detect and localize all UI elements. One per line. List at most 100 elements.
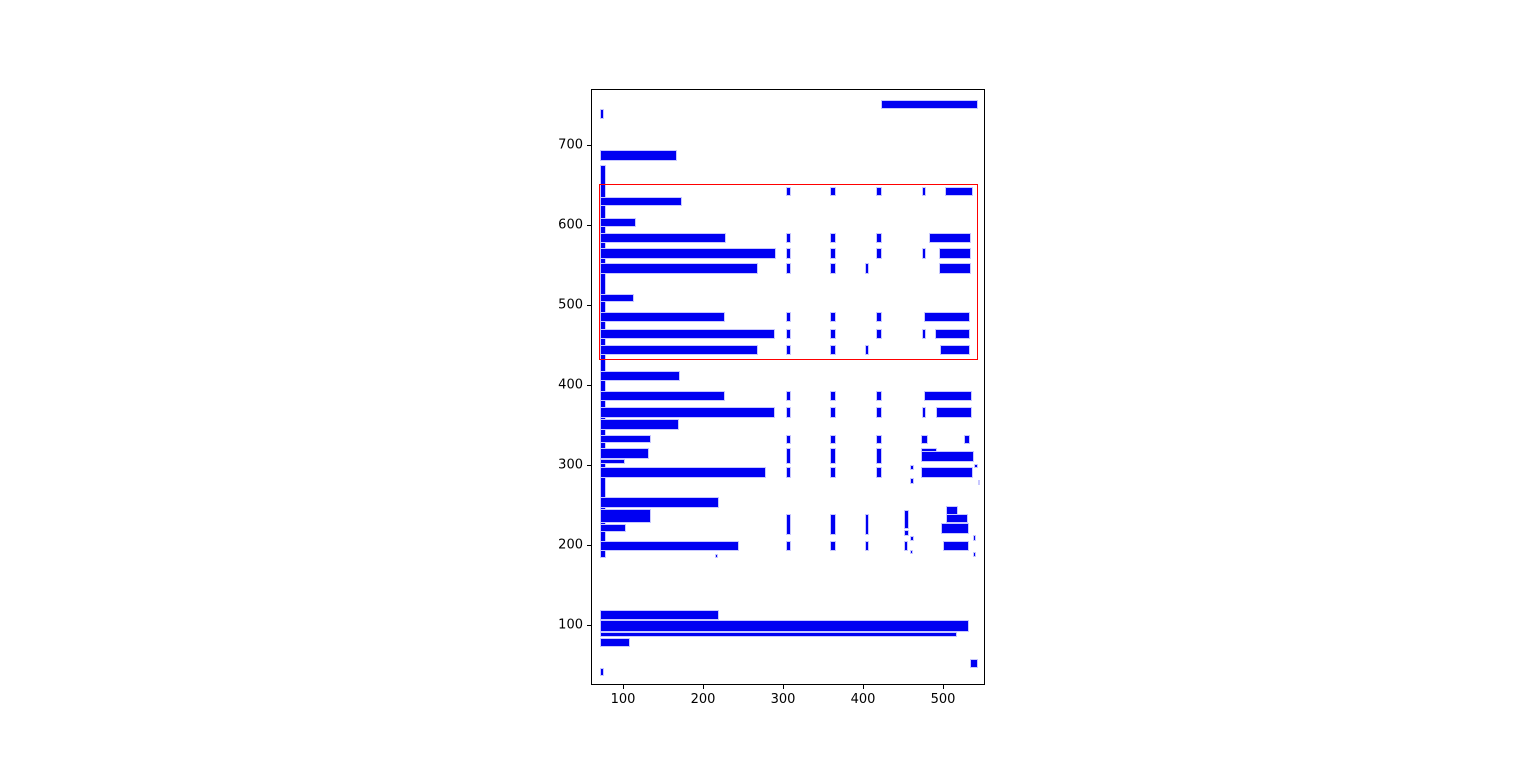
x-axis-tick-label: 300 bbox=[770, 692, 796, 707]
word-bounding-box bbox=[977, 480, 981, 485]
word-bounding-box bbox=[785, 232, 792, 243]
word-bounding-box bbox=[785, 448, 792, 465]
word-bounding-box bbox=[920, 451, 974, 463]
word-bounding-box bbox=[785, 262, 792, 275]
x-axis-tick-mark bbox=[943, 685, 944, 689]
word-bounding-box bbox=[904, 540, 909, 551]
word-bounding-box bbox=[600, 294, 634, 303]
word-bounding-box bbox=[876, 448, 882, 465]
word-bounding-box bbox=[600, 638, 630, 647]
word-bounding-box bbox=[600, 262, 758, 275]
word-bounding-box bbox=[910, 464, 914, 471]
word-bounding-box bbox=[600, 232, 726, 243]
word-bounding-box bbox=[785, 406, 792, 419]
word-bounding-box bbox=[935, 406, 972, 419]
y-axis-tick-mark bbox=[587, 625, 591, 627]
highlight-region-rect bbox=[599, 183, 979, 361]
word-bounding-box bbox=[785, 344, 792, 355]
word-bounding-box bbox=[600, 458, 625, 465]
word-bounding-box bbox=[785, 434, 792, 445]
word-bounding-box bbox=[600, 418, 680, 431]
word-bounding-box bbox=[600, 524, 626, 533]
word-bounding-box bbox=[600, 390, 726, 401]
word-bounding-box bbox=[880, 100, 978, 109]
y-axis-tick-mark bbox=[587, 145, 591, 147]
word-bounding-box bbox=[785, 328, 792, 339]
x-axis-tick-label: 400 bbox=[850, 692, 876, 707]
word-bounding-box bbox=[600, 370, 680, 381]
word-bounding-box bbox=[785, 466, 792, 479]
word-bounding-box bbox=[830, 312, 836, 323]
word-bounding-box bbox=[865, 262, 870, 275]
word-bounding-box bbox=[785, 540, 792, 551]
y-axis-tick-label: 200 bbox=[558, 537, 583, 553]
word-bounding-box bbox=[600, 164, 606, 559]
word-bounding-box bbox=[876, 328, 882, 339]
word-bounding-box bbox=[600, 150, 677, 161]
word-bounding-box bbox=[922, 328, 926, 339]
word-bounding-box bbox=[922, 186, 926, 196]
word-bounding-box bbox=[935, 328, 970, 339]
word-bounding-box bbox=[830, 513, 836, 536]
word-bounding-box bbox=[600, 466, 766, 479]
word-bounding-box bbox=[785, 513, 792, 536]
word-bounding-box bbox=[830, 448, 836, 465]
x-axis-tick-mark bbox=[703, 685, 704, 689]
y-axis-tick-mark bbox=[587, 385, 591, 387]
word-bounding-box bbox=[830, 344, 836, 355]
word-bounding-box bbox=[830, 406, 836, 419]
word-bounding-box bbox=[830, 248, 836, 259]
word-bounding-box bbox=[904, 509, 910, 529]
word-bounding-box bbox=[970, 658, 979, 669]
word-bounding-box bbox=[600, 344, 758, 355]
word-bounding-box bbox=[600, 196, 682, 207]
word-bounding-box bbox=[973, 464, 978, 468]
word-bounding-box bbox=[920, 434, 928, 445]
word-bounding-box bbox=[876, 406, 882, 419]
word-bounding-box bbox=[600, 632, 957, 637]
word-bounding-box bbox=[876, 434, 882, 445]
word-bounding-box bbox=[910, 536, 914, 542]
word-bounding-box bbox=[964, 434, 970, 445]
word-bounding-box bbox=[876, 466, 882, 479]
y-axis-tick-mark bbox=[587, 225, 591, 227]
word-bounding-box bbox=[600, 218, 636, 227]
word-bounding-box bbox=[600, 312, 726, 323]
word-bounding-box bbox=[910, 478, 914, 485]
word-bounding-box bbox=[830, 390, 836, 401]
x-axis-tick-mark bbox=[623, 685, 624, 689]
word-bounding-box bbox=[922, 406, 926, 419]
word-bounding-box bbox=[785, 248, 792, 259]
word-bounding-box bbox=[600, 108, 604, 119]
word-bounding-box bbox=[785, 312, 792, 323]
word-bounding-box bbox=[600, 248, 776, 259]
y-axis-tick-mark bbox=[587, 305, 591, 307]
word-bounding-box bbox=[715, 554, 718, 559]
word-bounding-box bbox=[830, 262, 836, 275]
word-bounding-box bbox=[600, 448, 649, 459]
plot-area bbox=[591, 89, 985, 685]
word-bounding-box bbox=[942, 540, 970, 551]
word-bounding-box bbox=[944, 186, 973, 196]
word-bounding-box bbox=[600, 328, 776, 339]
y-axis-tick-mark bbox=[587, 545, 591, 547]
y-axis-tick-label: 700 bbox=[558, 137, 583, 153]
x-axis-tick-label: 200 bbox=[690, 692, 716, 707]
word-bounding-box bbox=[600, 434, 652, 443]
x-axis-tick-mark bbox=[863, 685, 864, 689]
word-bounding-box bbox=[924, 312, 970, 323]
word-bounding-box bbox=[920, 466, 973, 479]
word-bounding-box bbox=[830, 540, 836, 551]
word-bounding-box bbox=[865, 513, 870, 536]
word-bounding-box bbox=[830, 186, 836, 196]
word-bounding-box bbox=[946, 514, 968, 523]
word-bounding-box bbox=[600, 496, 720, 509]
word-bounding-box bbox=[865, 540, 870, 551]
word-bounding-box bbox=[600, 540, 739, 551]
word-bounding-box bbox=[830, 466, 836, 479]
word-bounding-box bbox=[939, 262, 972, 275]
word-bounding-box bbox=[830, 328, 836, 339]
word-bounding-box bbox=[904, 529, 910, 536]
word-bounding-box bbox=[830, 232, 836, 243]
